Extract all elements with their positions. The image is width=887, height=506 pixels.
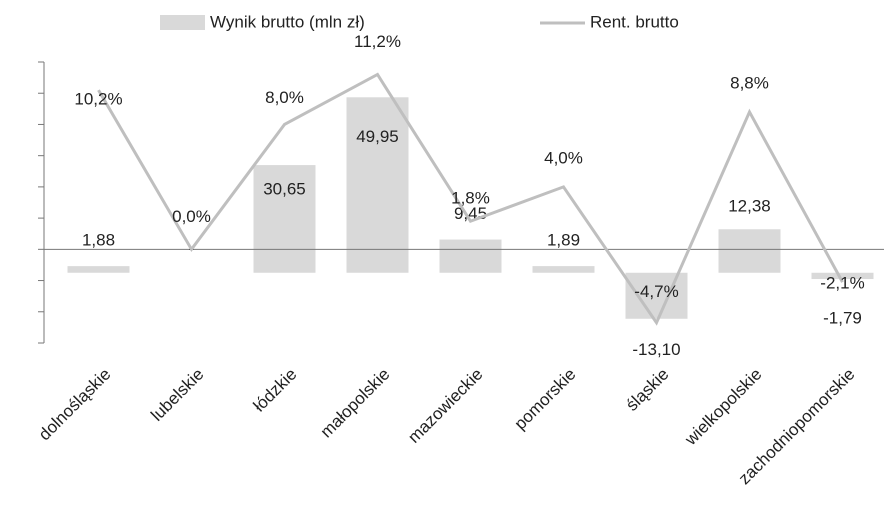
line-label: 11,2%	[354, 32, 401, 51]
x-tick-label: pomorskie	[511, 365, 580, 434]
x-tick-label: dolnośląskie	[35, 365, 115, 445]
line-label: 1,8%	[451, 189, 490, 208]
bar	[346, 97, 409, 273]
line-label: -2,1%	[820, 274, 864, 293]
line-label: 8,8%	[730, 73, 769, 92]
bar-label: 49,95	[356, 127, 399, 146]
bar	[439, 239, 502, 273]
bar-label: 30,65	[263, 180, 306, 199]
x-tick-label: łódzkie	[250, 365, 301, 416]
legend-label: Rent. brutto	[590, 12, 679, 31]
x-tick-label: mazowieckie	[404, 365, 486, 447]
bar	[625, 272, 688, 319]
bar-label: 12,38	[728, 197, 771, 216]
bar-label: -1,79	[823, 309, 862, 328]
bar-label: 1,89	[547, 231, 580, 250]
bar	[67, 266, 130, 273]
line-label: 10,2%	[74, 90, 122, 109]
line	[97, 72, 844, 326]
x-tick-label: małopolskie	[317, 365, 394, 442]
bar	[718, 229, 781, 273]
bar	[253, 165, 316, 273]
x-tick-label: lubelskie	[147, 365, 207, 425]
x-tick-label: śląskie	[622, 365, 672, 415]
bar-label: -13,10	[632, 340, 680, 359]
legend-swatch	[160, 15, 205, 30]
bar	[811, 272, 874, 280]
line-label: 0,0%	[172, 207, 211, 226]
line-label: -4,7%	[634, 282, 678, 301]
line-label: 8,0%	[265, 88, 304, 107]
x-tick-label: wielkopolskie	[681, 365, 766, 450]
bar	[532, 266, 595, 273]
legend-label: Wynik brutto (mln zł)	[210, 12, 365, 31]
bar-label: 1,88	[82, 231, 115, 250]
line-label: 4,0%	[544, 148, 583, 167]
